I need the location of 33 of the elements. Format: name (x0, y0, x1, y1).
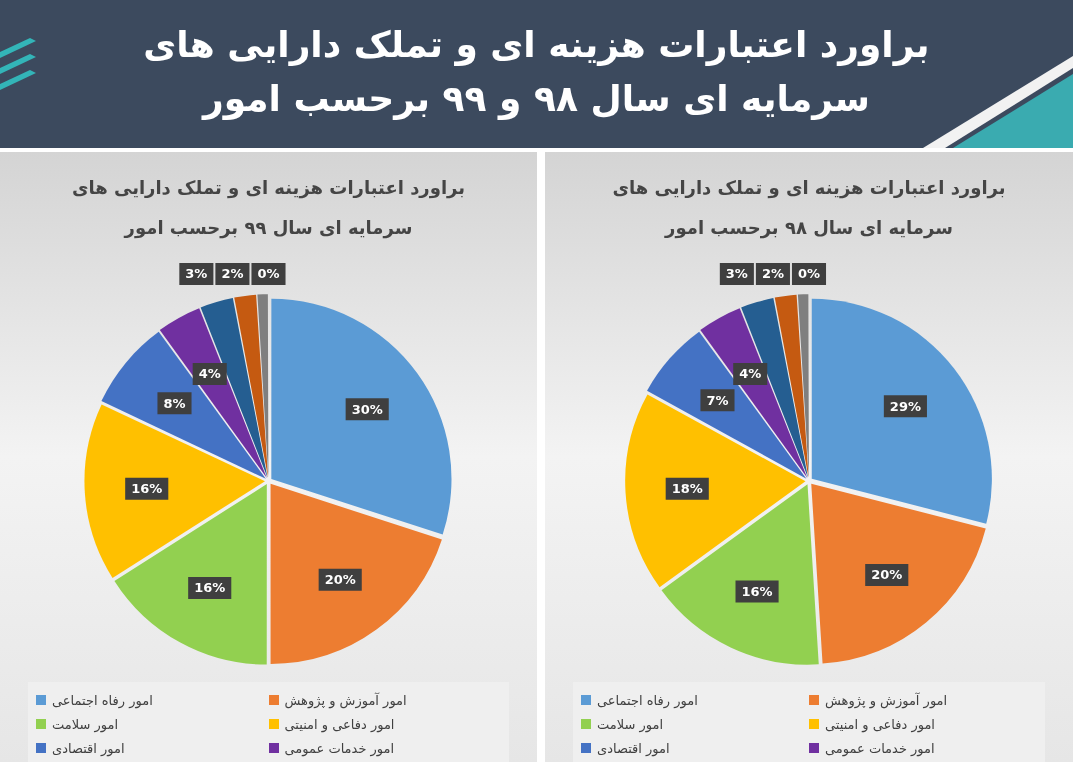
data-label: 29% (889, 398, 921, 414)
legend-label: امور دفاعی و امنیتی (825, 716, 935, 732)
legend-label: امور اقتصادی (52, 740, 125, 756)
text: 0% (257, 266, 280, 282)
data-label: 18% (671, 481, 703, 497)
legend-label: امور اقتصادی (597, 740, 670, 756)
data-label: 2% (761, 266, 784, 282)
data-label: 16% (194, 580, 226, 596)
data-label: 16% (741, 583, 773, 599)
legend-label: امور سلامت (52, 716, 119, 732)
data-label: 20% (871, 567, 903, 583)
data-label: 3% (185, 266, 208, 282)
data-label: 2% (221, 266, 244, 282)
legend-label: امور خدمات عمومی (825, 740, 935, 756)
chart-title: براورد اعتبارات هزینه ای و تملک دارایی های سرمایه ای سال ۹۸ برحسب امور (611, 176, 1007, 241)
data-label: 16% (131, 481, 163, 497)
chart-title: براورد اعتبارات هزینه ای و تملک دارایی های سرمایه ای سال ۹۹ برحسب امور (70, 176, 467, 241)
data-label: 7% (706, 392, 729, 408)
data-label: 3% (725, 266, 748, 282)
text: براورد اعتبارات هزینه ای و تملک دارایی های سرمایه ای سال ۹۸ و ۹۹ برحسب امور (142, 23, 931, 122)
legend-label: امور رفاه اجتماعی (52, 692, 153, 708)
legend-label: امور آموزش و پژوهش (825, 692, 948, 708)
data-label: 4% (198, 366, 221, 382)
legend-label: امور سلامت (597, 716, 664, 732)
data-label: 30% (351, 401, 383, 417)
text: 0% (797, 266, 821, 282)
legend-label: امور رفاه اجتماعی (597, 692, 698, 708)
data-label: 8% (163, 395, 186, 411)
data-label: 4% (739, 366, 762, 382)
data-label: 20% (324, 572, 356, 588)
legend-label: امور آموزش و پژوهش (284, 692, 407, 708)
legend-label: امور دفاعی و امنیتی (284, 716, 395, 732)
legend-label: امور خدمات عمومی (284, 740, 395, 756)
